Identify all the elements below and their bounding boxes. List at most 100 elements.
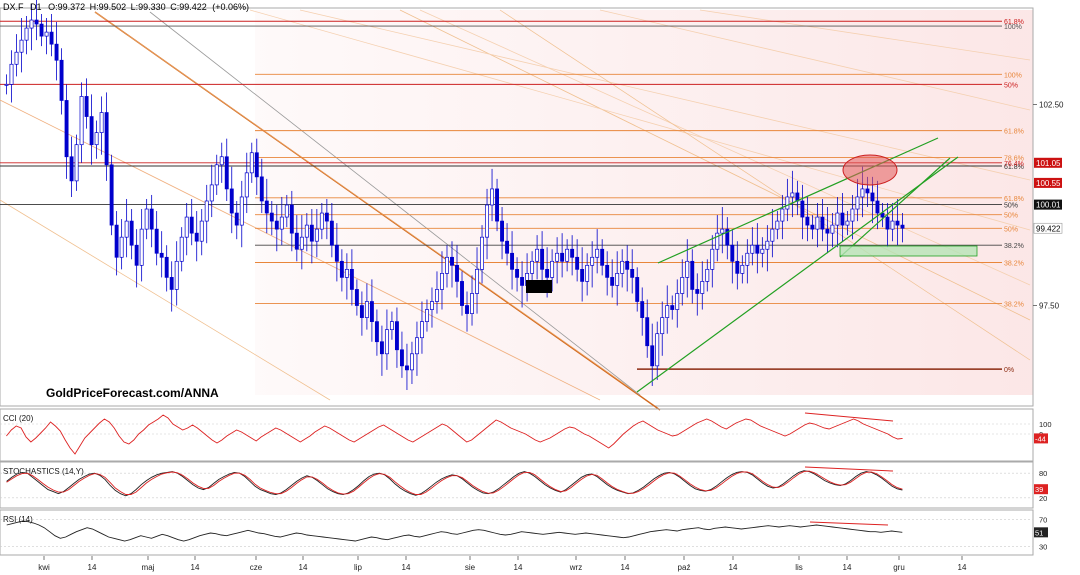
- candle-body: [244, 172, 249, 198]
- candle-body: [415, 337, 419, 355]
- candle-body: [389, 321, 394, 331]
- candle: [339, 249, 344, 292]
- indicator-tick-label: 80: [1039, 469, 1047, 478]
- candle: [505, 223, 510, 266]
- close-value: C:99.422: [170, 2, 207, 12]
- candle: [820, 198, 825, 242]
- candle: [560, 233, 565, 278]
- date-tick-label: paź: [678, 563, 691, 572]
- candle: [665, 285, 670, 334]
- candle: [104, 92, 109, 181]
- date-tick-label: lis: [795, 563, 803, 572]
- candle: [595, 229, 600, 274]
- candle: [650, 323, 655, 386]
- candle-body: [404, 365, 409, 371]
- trend-lines: [0, 9, 1031, 411]
- candle-body: [520, 277, 525, 286]
- candle: [24, 16, 29, 55]
- candle: [164, 245, 169, 292]
- candle: [885, 203, 890, 248]
- candle-body: [450, 256, 454, 266]
- candle-body: [590, 256, 595, 266]
- channel-upper-line: [657, 137, 939, 264]
- indicator-value-tag: [1034, 484, 1048, 495]
- candle-body: [49, 31, 54, 45]
- candle-body: [615, 273, 620, 286]
- candle: [254, 138, 259, 195]
- divergence-line: [804, 412, 894, 422]
- candle: [4, 74, 9, 95]
- candle-body: [94, 132, 99, 146]
- candle: [124, 198, 129, 258]
- high-value: H:99.502: [90, 2, 127, 12]
- candle-body: [435, 289, 439, 302]
- candle: [655, 321, 660, 380]
- candle: [99, 96, 104, 155]
- candle: [269, 200, 274, 236]
- candle-body: [865, 188, 870, 194]
- candle-body: [9, 63, 14, 85]
- candle: [194, 211, 199, 262]
- fan-line: [94, 11, 641, 396]
- candle: [785, 178, 790, 222]
- candle-body: [349, 268, 354, 290]
- candle: [590, 241, 595, 288]
- candle: [625, 245, 630, 292]
- candle: [394, 307, 399, 368]
- candle-body: [845, 220, 850, 226]
- candle: [54, 22, 59, 81]
- candle: [364, 283, 369, 330]
- candle: [184, 203, 189, 256]
- indicator-tick-label: 20: [1039, 494, 1047, 503]
- candle-body: [530, 260, 535, 274]
- date-tick-label: 14: [514, 563, 523, 572]
- candle-body: [515, 268, 520, 278]
- divergence-line: [804, 466, 894, 472]
- candle: [520, 261, 525, 308]
- candle: [274, 205, 279, 252]
- candle: [740, 255, 745, 284]
- candle: [515, 257, 520, 292]
- candle-body: [560, 252, 565, 262]
- candle-body: [855, 196, 860, 210]
- candle-body: [420, 321, 424, 339]
- candle-body: [309, 224, 314, 242]
- candle: [850, 194, 855, 240]
- candle-body: [169, 277, 174, 290]
- indicator-value-tag: [1034, 527, 1048, 538]
- candle-body: [685, 260, 690, 278]
- date-tick-label: 14: [88, 563, 97, 572]
- candle: [900, 213, 905, 243]
- candle: [234, 200, 239, 240]
- candle: [359, 291, 364, 336]
- candle-body: [900, 224, 905, 229]
- candle-body: [134, 244, 139, 266]
- candle-body: [485, 204, 489, 238]
- candle-body: [139, 228, 144, 266]
- candle-body: [680, 277, 685, 294]
- candle-body: [34, 19, 39, 25]
- candle: [510, 231, 515, 290]
- candle: [289, 190, 294, 252]
- candle-body: [625, 260, 630, 270]
- candle: [349, 249, 354, 306]
- candle-body: [540, 248, 545, 270]
- candle: [39, 14, 44, 47]
- candle: [715, 215, 720, 262]
- candle: [64, 84, 69, 179]
- candle: [640, 287, 645, 336]
- candle-body: [820, 216, 825, 230]
- candle: [760, 237, 765, 268]
- candle: [159, 231, 164, 278]
- candle-body: [279, 216, 284, 230]
- resistance-circle: [842, 154, 898, 186]
- level-label: 38.2%: [1004, 243, 1024, 250]
- candle: [19, 18, 24, 73]
- candle: [645, 299, 650, 358]
- candle-body: [224, 156, 229, 190]
- axis-tick-label: 97.50: [1039, 302, 1060, 311]
- candle-body: [324, 212, 329, 222]
- candle: [570, 235, 575, 276]
- date-tick-label: sie: [465, 563, 476, 572]
